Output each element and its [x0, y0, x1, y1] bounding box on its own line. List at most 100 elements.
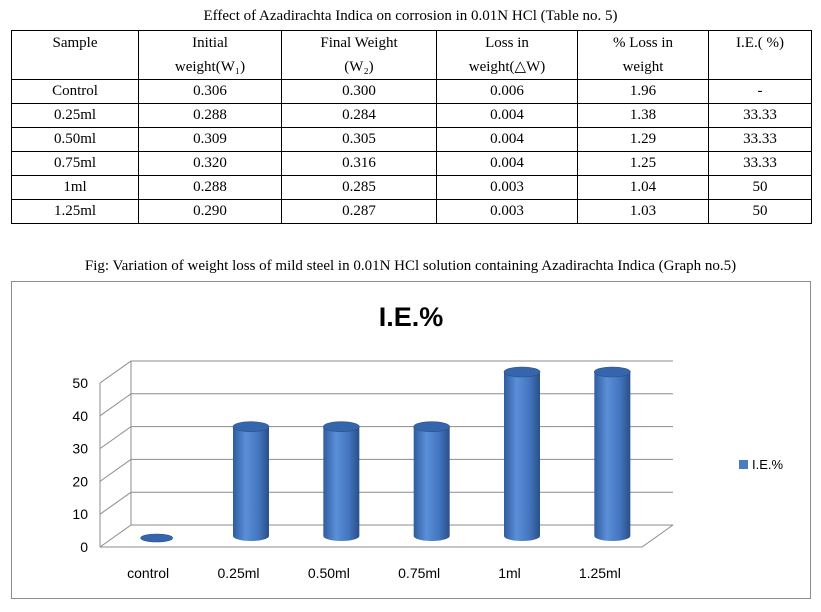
table-row: 1ml 0.288 0.285 0.003 1.04 50: [11, 175, 812, 200]
header-ie-line1: I.E.( %): [736, 35, 784, 51]
gridline: [99, 393, 673, 417]
cell-loss-weight: 0.006: [436, 79, 578, 104]
bar-top: [232, 421, 270, 432]
axes: 0 10 20 30 40 50 control 0.25ml 0.50ml 0.75ml 1ml 1…: [72, 361, 674, 581]
table-row: 1.25ml 0.290 0.287 0.003 1.03 50: [11, 199, 812, 224]
table-row: 0.50ml 0.309 0.305 0.004 1.29 33.33: [11, 127, 812, 152]
table-caption: Effect of Azadirachta Indica on corrosio…: [203, 8, 618, 24]
floor-edge: [100, 524, 674, 548]
table-row: 0.25ml 0.288 0.284 0.004 1.38 33.33: [11, 103, 812, 128]
gridline: [99, 491, 673, 515]
table-header-row: Sample Initial weight(W₁) Final Weight (…: [11, 30, 812, 80]
cell-final-weight: 0.287: [281, 199, 437, 224]
x-tick-label: 0.50ml: [308, 565, 350, 581]
cell-final-weight: 0.305: [281, 127, 437, 152]
figure-caption: Fig: Variation of weight loss of mild st…: [84, 258, 737, 274]
cell-final-weight: 0.316: [281, 151, 437, 176]
cell-sample: 0.50ml: [11, 127, 139, 152]
cell-loss-weight: 0.003: [436, 199, 578, 224]
bar: [504, 372, 540, 541]
bar-top: [413, 421, 450, 432]
cell-percent-loss: 1.25: [577, 151, 709, 176]
header-final-line2: (W₂): [344, 59, 374, 75]
x-tick-label: 1.25ml: [579, 565, 621, 581]
cell-sample: 1.25ml: [11, 199, 139, 224]
gridline: [99, 524, 673, 548]
cell-final-weight: 0.284: [281, 103, 437, 128]
header-sample: Sample: [11, 30, 139, 80]
x-tick-label: control: [127, 565, 169, 581]
cell-initial-weight: 0.306: [138, 79, 282, 104]
table-row: Control 0.306 0.300 0.006 1.96 -: [11, 79, 812, 104]
x-tick-label: 1ml: [498, 565, 521, 581]
cell-percent-loss: 1.38: [577, 103, 709, 128]
gridline: [99, 360, 673, 384]
header-loss-line1: Loss in: [485, 35, 529, 51]
bar-top: [323, 421, 360, 432]
header-initial-line2: weight(W₁): [174, 59, 246, 75]
header-percent-loss: % Loss in weight: [577, 30, 709, 80]
cell-percent-loss: 1.04: [577, 175, 709, 200]
y-tick-label: 0: [80, 539, 88, 555]
bar: [413, 426, 450, 541]
chart-area: 0 10 20 30 40 50 control 0.25ml 0.50ml 0.75ml 1ml 1…: [11, 281, 811, 599]
bar-top: [503, 366, 541, 378]
y-tick-label: 50: [72, 375, 88, 391]
cell-initial-weight: 0.288: [138, 175, 282, 200]
chart-title: I.E.%: [379, 302, 444, 332]
cell-loss-weight: 0.004: [436, 103, 578, 128]
header-initial-line1: Initial: [192, 35, 228, 51]
header-loss-weight: Loss in weight(△W): [436, 30, 578, 80]
cell-ie: 50: [708, 199, 812, 224]
bar: [323, 426, 360, 541]
cell-percent-loss: 1.03: [577, 199, 709, 224]
bar: [233, 426, 269, 541]
header-percent-line2: weight: [622, 59, 664, 75]
cell-initial-weight: 0.320: [138, 151, 282, 176]
cell-ie: 33.33: [708, 151, 812, 176]
cell-sample: Control: [11, 79, 139, 104]
cell-ie: 33.33: [708, 127, 812, 152]
bars: [140, 366, 631, 543]
header-final-weight: Final Weight (W₂): [281, 30, 437, 80]
y-tick-label: 40: [72, 408, 88, 424]
legend-label: I.E.%: [752, 457, 784, 472]
y-tick-label: 30: [72, 441, 88, 457]
header-sample-line1: Sample: [52, 35, 98, 51]
header-initial-weight: Initial weight(W₁): [138, 30, 282, 80]
cell-loss-weight: 0.003: [436, 175, 578, 200]
gridline: [99, 458, 673, 482]
header-loss-line2: weight(△W): [468, 59, 546, 75]
bar-top: [594, 366, 631, 378]
cell-sample: 0.25ml: [11, 103, 139, 128]
cell-percent-loss: 1.29: [577, 127, 709, 152]
header-percent-line1: % Loss in: [613, 35, 673, 51]
cell-loss-weight: 0.004: [436, 151, 578, 176]
cell-ie: -: [708, 79, 812, 104]
cell-sample: 1ml: [11, 175, 139, 200]
cell-ie: 50: [708, 175, 812, 200]
chart-svg: 0 10 20 30 40 50 control 0.25ml 0.50ml 0.75ml 1ml 1…: [72, 302, 784, 581]
cell-initial-weight: 0.290: [138, 199, 282, 224]
cell-sample: 0.75ml: [11, 151, 139, 176]
bar: [594, 372, 631, 541]
legend: I.E.%: [739, 457, 784, 472]
data-table: Sample Initial weight(W₁) Final Weight (…: [11, 30, 812, 224]
bar: [140, 533, 173, 543]
x-tick-label: 0.75ml: [398, 565, 440, 581]
header-final-line1: Final Weight: [320, 35, 398, 51]
table-row: 0.75ml 0.320 0.316 0.004 1.25 33.33: [11, 151, 812, 176]
cell-initial-weight: 0.288: [138, 103, 282, 128]
gridline: [99, 426, 673, 450]
cell-ie: 33.33: [708, 103, 812, 128]
header-ie: I.E.( %): [708, 30, 812, 80]
gridlines: [99, 360, 673, 548]
cell-loss-weight: 0.004: [436, 127, 578, 152]
x-tick-label: 0.25ml: [217, 565, 259, 581]
cell-percent-loss: 1.96: [577, 79, 709, 104]
cell-final-weight: 0.300: [281, 79, 437, 104]
cell-initial-weight: 0.309: [138, 127, 282, 152]
y-tick-label: 10: [72, 506, 88, 522]
y-tick-label: 20: [72, 473, 88, 489]
cell-final-weight: 0.285: [281, 175, 437, 200]
